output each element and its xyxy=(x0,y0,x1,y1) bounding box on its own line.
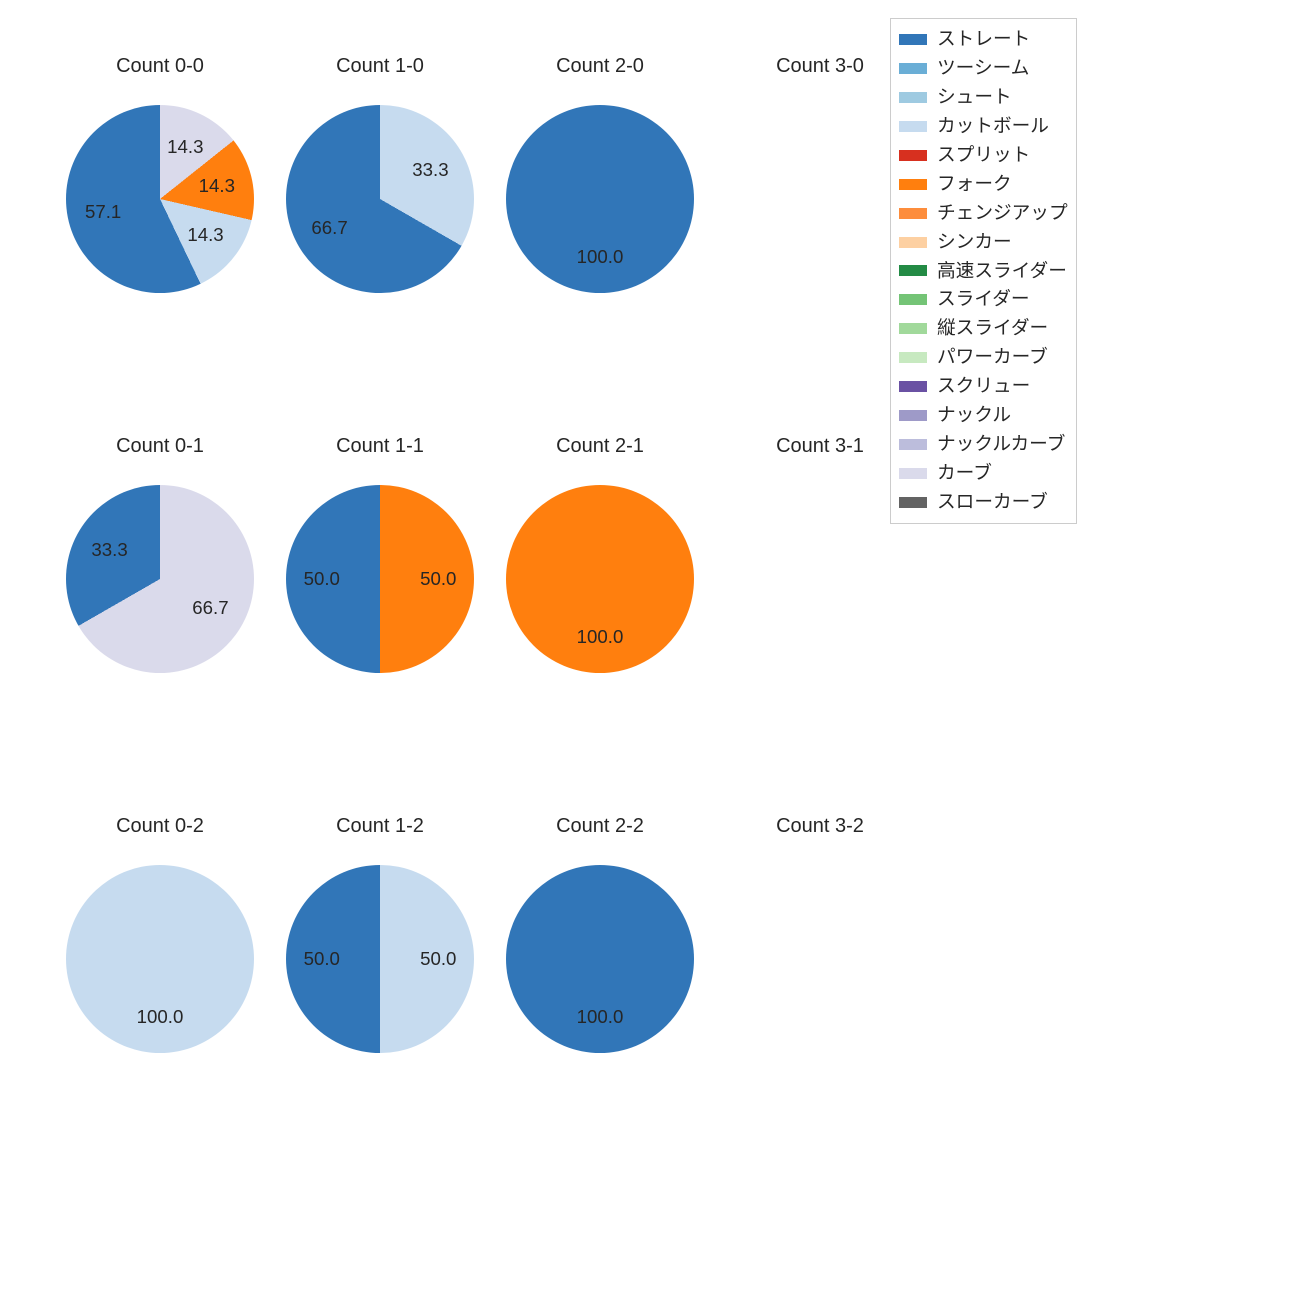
legend-item: シュート xyxy=(899,83,1068,112)
slice-label: 14.3 xyxy=(187,224,223,246)
legend-swatch xyxy=(899,179,927,190)
legend-swatch xyxy=(899,237,927,248)
legend-label: ストレート xyxy=(937,25,1030,54)
legend-label: スプリット xyxy=(937,141,1030,170)
slice-label: 50.0 xyxy=(420,948,456,970)
slice-label: 50.0 xyxy=(420,568,456,590)
legend-swatch xyxy=(899,92,927,103)
legend-label: シンカー xyxy=(937,228,1012,257)
legend-label: カットボール xyxy=(937,112,1049,141)
legend-item: ナックルカーブ xyxy=(899,430,1068,459)
legend-item: スローカーブ xyxy=(899,488,1068,517)
legend-swatch xyxy=(899,34,927,45)
legend-label: スクリュー xyxy=(937,372,1030,401)
legend: ストレートツーシームシュートカットボールスプリットフォークチェンジアップシンカー… xyxy=(890,18,1077,524)
legend-swatch xyxy=(899,410,927,421)
legend-swatch xyxy=(899,439,927,450)
slice-label: 50.0 xyxy=(304,568,340,590)
slice-label: 33.3 xyxy=(412,159,448,181)
slice-label: 50.0 xyxy=(304,948,340,970)
legend-label: パワーカーブ xyxy=(937,343,1048,372)
pie-chart xyxy=(66,485,254,673)
legend-item: カットボール xyxy=(899,112,1068,141)
slice-label: 100.0 xyxy=(137,1006,184,1028)
legend-swatch xyxy=(899,265,927,276)
chart-cell: Count 3-2 xyxy=(685,790,955,1210)
slice-label: 100.0 xyxy=(577,246,624,268)
slice-label: 66.7 xyxy=(192,597,228,619)
legend-label: 高速スライダー xyxy=(937,257,1067,286)
slice-label: 100.0 xyxy=(577,1006,624,1028)
legend-item: シンカー xyxy=(899,228,1068,257)
legend-label: スローカーブ xyxy=(937,488,1048,517)
legend-label: ナックル xyxy=(937,401,1011,430)
legend-swatch xyxy=(899,323,927,334)
legend-label: シュート xyxy=(937,83,1012,112)
legend-item: スライダー xyxy=(899,285,1068,314)
legend-item: カーブ xyxy=(899,459,1068,488)
legend-swatch xyxy=(899,381,927,392)
slice-label: 14.3 xyxy=(199,175,235,197)
chart-title: Count 3-2 xyxy=(685,815,955,838)
legend-swatch xyxy=(899,150,927,161)
legend-swatch xyxy=(899,468,927,479)
pie-chart xyxy=(66,105,254,293)
legend-item: チェンジアップ xyxy=(899,199,1068,228)
legend-item: ストレート xyxy=(899,25,1068,54)
legend-swatch xyxy=(899,121,927,132)
legend-swatch xyxy=(899,497,927,508)
legend-label: ナックルカーブ xyxy=(937,430,1065,459)
legend-label: チェンジアップ xyxy=(937,199,1068,228)
legend-swatch xyxy=(899,294,927,305)
legend-label: カーブ xyxy=(937,459,992,488)
legend-item: スクリュー xyxy=(899,372,1068,401)
slice-label: 66.7 xyxy=(311,217,347,239)
legend-item: ツーシーム xyxy=(899,54,1068,83)
pie-chart xyxy=(286,105,474,293)
legend-item: 縦スライダー xyxy=(899,314,1068,343)
legend-item: フォーク xyxy=(899,170,1068,199)
legend-label: 縦スライダー xyxy=(937,314,1048,343)
legend-label: スライダー xyxy=(937,285,1030,314)
legend-label: ツーシーム xyxy=(937,54,1029,83)
slice-label: 14.3 xyxy=(167,136,203,158)
legend-swatch xyxy=(899,352,927,363)
legend-swatch xyxy=(899,63,927,74)
legend-item: スプリット xyxy=(899,141,1068,170)
legend-item: ナックル xyxy=(899,401,1068,430)
slice-label: 100.0 xyxy=(577,626,624,648)
legend-swatch xyxy=(899,208,927,219)
legend-label: フォーク xyxy=(937,170,1012,199)
legend-item: パワーカーブ xyxy=(899,343,1068,372)
slice-label: 33.3 xyxy=(91,539,127,561)
legend-item: 高速スライダー xyxy=(899,257,1068,286)
slice-label: 57.1 xyxy=(85,201,121,223)
